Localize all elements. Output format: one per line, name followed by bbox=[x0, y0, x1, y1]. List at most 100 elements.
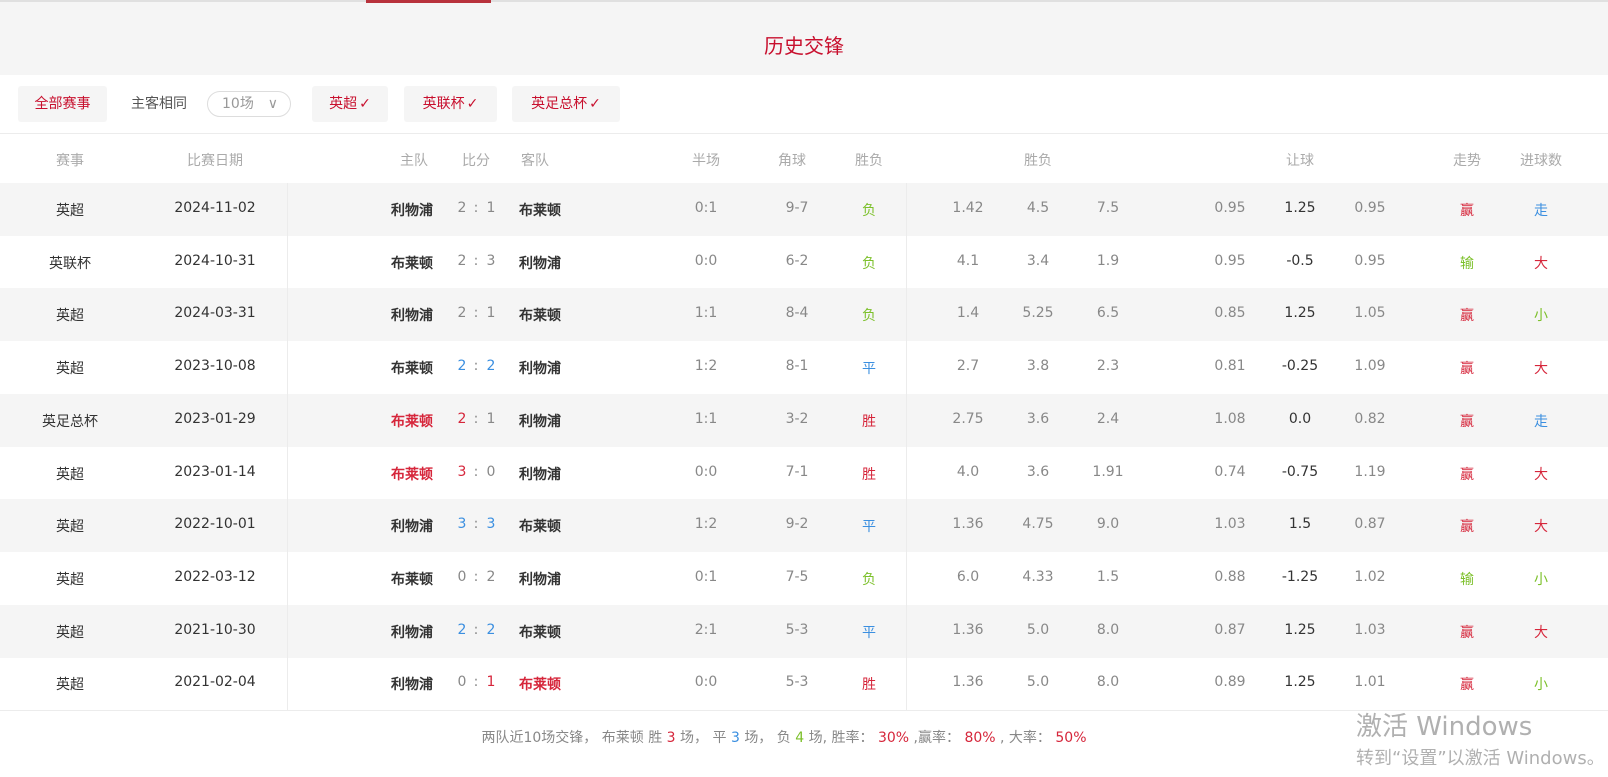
half-time: 0:0 bbox=[694, 463, 718, 480]
home-team: 布莱顿 bbox=[391, 255, 433, 272]
summary-win-rate: 30% bbox=[877, 730, 910, 746]
handicap-away: 0.87 bbox=[1354, 516, 1386, 533]
result: 胜 bbox=[862, 466, 876, 483]
table-row[interactable]: 英超 2024-11-02 利物浦 2:1 布莱顿 0:1 9-7 负 1.42 4.5 7.5 0.… bbox=[0, 183, 1608, 236]
trend: 赢 bbox=[1460, 413, 1474, 430]
date: 2022-03-12 bbox=[174, 568, 256, 585]
summary-text: 场， 负 bbox=[744, 730, 791, 746]
result: 负 bbox=[862, 203, 876, 219]
all-matches-button[interactable]: 全部赛事 bbox=[18, 86, 107, 122]
odds-loss: 1.9 bbox=[1096, 252, 1120, 269]
col-handicap: 让球 bbox=[1286, 153, 1314, 169]
handicap-away: 1.02 bbox=[1354, 568, 1386, 585]
corners: 8-1 bbox=[785, 358, 809, 375]
table-row[interactable]: 英超 2023-01-14 布莱顿 3:0 利物浦 0:0 7-1 胜 4.0 3.6 1.91 0.… bbox=[0, 447, 1608, 500]
odds-draw: 3.6 bbox=[1026, 410, 1050, 427]
corners: 7-5 bbox=[785, 568, 809, 585]
handicap-line: -0.25 bbox=[1281, 358, 1319, 375]
trend: 赢 bbox=[1460, 677, 1474, 694]
away-team: 布莱顿 bbox=[519, 308, 561, 325]
away-score: 3 bbox=[486, 252, 496, 269]
odds-win: 1.4 bbox=[956, 305, 980, 322]
corners: 6-2 bbox=[785, 252, 809, 269]
match-count-select[interactable]: 10场 ∨ bbox=[207, 91, 291, 117]
away-score: 1 bbox=[486, 305, 496, 322]
odds-loss: 6.5 bbox=[1096, 305, 1120, 322]
result: 平 bbox=[862, 519, 876, 536]
col-away: 客队 bbox=[521, 153, 549, 169]
goals: 小 bbox=[1534, 677, 1548, 694]
odds-win: 4.0 bbox=[956, 463, 980, 480]
trend: 赢 bbox=[1460, 519, 1474, 536]
score-colon: : bbox=[473, 305, 479, 322]
goals: 小 bbox=[1534, 571, 1548, 588]
league: 英超 bbox=[56, 571, 84, 588]
handicap-away: 0.82 bbox=[1354, 410, 1386, 427]
trend: 赢 bbox=[1460, 203, 1474, 219]
odds-win: 1.36 bbox=[952, 516, 984, 533]
filter-bar: 全部赛事 主客相同 10场 ∨ 英超 ✓ 英联杯 ✓ 英足总杯 ✓ bbox=[0, 75, 1608, 134]
handicap-line: 1.5 bbox=[1288, 516, 1312, 533]
handicap-away: 1.09 bbox=[1354, 358, 1386, 375]
col-corners: 角球 bbox=[778, 153, 806, 169]
league: 英超 bbox=[56, 624, 84, 641]
column-divider bbox=[906, 183, 907, 710]
summary-cover-rate: 80% bbox=[964, 730, 996, 746]
score-colon: : bbox=[473, 568, 479, 585]
odds-draw: 5.25 bbox=[1022, 305, 1054, 322]
home-team: 利物浦 bbox=[391, 203, 433, 219]
filter-league-epl[interactable]: 英超 ✓ bbox=[312, 86, 388, 122]
home-score: 0 bbox=[457, 568, 467, 585]
col-score: 比分 bbox=[462, 153, 490, 169]
corners: 9-7 bbox=[785, 200, 809, 216]
summary-text: 两队近10场交锋， 布莱顿 胜 bbox=[481, 730, 663, 746]
odds-loss: 2.4 bbox=[1096, 410, 1120, 427]
trend: 输 bbox=[1460, 255, 1474, 272]
table-row[interactable]: 英超 2022-10-01 利物浦 3:3 布莱顿 1:2 9-2 平 1.36 4.75 9.0 1… bbox=[0, 499, 1608, 553]
home-score: 2 bbox=[457, 252, 467, 269]
corners: 5-3 bbox=[785, 674, 809, 691]
trend: 赢 bbox=[1460, 308, 1474, 325]
chevron-down-icon: ∨ bbox=[267, 96, 278, 112]
summary-losses: 4 bbox=[795, 730, 805, 746]
date: 2023-10-08 bbox=[174, 358, 256, 375]
odds-draw: 3.4 bbox=[1026, 252, 1050, 269]
score-colon: : bbox=[473, 358, 479, 375]
odds-draw: 4.5 bbox=[1026, 200, 1050, 216]
table-row[interactable]: 英超 2021-10-30 利物浦 2:2 布莱顿 2:1 5-3 平 1.36 5.0 8.0 0.… bbox=[0, 604, 1608, 658]
odds-draw: 4.33 bbox=[1022, 568, 1054, 585]
summary-text: ,赢率： bbox=[913, 730, 960, 746]
table-row[interactable]: 英超 2021-02-04 利物浦 0:1 布莱顿 0:0 5-3 胜 1.36 5.0 8.0 0.… bbox=[0, 657, 1608, 710]
half-time: 0:0 bbox=[694, 674, 718, 691]
result: 胜 bbox=[862, 413, 876, 430]
score-colon: : bbox=[473, 410, 479, 427]
check-icon: ✓ bbox=[359, 96, 371, 112]
filter-label: 英超 bbox=[329, 96, 358, 112]
table-row[interactable]: 英足总杯 2023-01-29 布莱顿 2:1 利物浦 1:1 3-2 胜 2.75 3.6 2.4… bbox=[0, 393, 1608, 447]
handicap-line: -0.5 bbox=[1286, 252, 1314, 269]
date: 2024-10-31 bbox=[174, 252, 256, 269]
corners: 3-2 bbox=[785, 410, 809, 427]
result: 负 bbox=[862, 308, 876, 325]
table-row[interactable]: 英联杯 2024-10-31 布莱顿 2:3 利物浦 0:0 6-2 负 4.1 3.4 1.9 0.… bbox=[0, 236, 1608, 289]
trend: 输 bbox=[1460, 571, 1474, 588]
table-row[interactable]: 英超 2023-10-08 布莱顿 2:2 利物浦 1:2 8-1 平 2.7 3.8 2.3 0.8… bbox=[0, 341, 1608, 394]
table-row[interactable]: 英超 2024-03-31 利物浦 2:1 布莱顿 1:1 8-4 负 1.4 5.25 6.5 0.… bbox=[0, 288, 1608, 342]
summary-over-rate: 50% bbox=[1055, 730, 1087, 746]
home-team: 布莱顿 bbox=[391, 361, 433, 378]
date: 2024-11-02 bbox=[174, 200, 256, 216]
result: 负 bbox=[862, 571, 876, 588]
table-row[interactable]: 英超 2022-03-12 布莱顿 0:2 利物浦 0:1 7-5 负 6.0 4.33 1.5 0.… bbox=[0, 552, 1608, 605]
away-team: 利物浦 bbox=[519, 255, 561, 272]
home-team: 利物浦 bbox=[391, 519, 433, 536]
odds-win: 2.75 bbox=[952, 410, 984, 427]
handicap-line: 0.0 bbox=[1288, 410, 1312, 427]
filter-league-efl-cup[interactable]: 英联杯 ✓ bbox=[404, 86, 497, 122]
odds-win: 1.36 bbox=[952, 621, 984, 638]
same-home-away-toggle[interactable]: 主客相同 bbox=[131, 96, 187, 112]
home-team: 布莱顿 bbox=[391, 466, 433, 483]
home-score: 0 bbox=[457, 674, 467, 691]
summary-wins: 3 bbox=[666, 730, 676, 746]
handicap-away: 1.05 bbox=[1354, 305, 1386, 322]
filter-league-fa-cup[interactable]: 英足总杯 ✓ bbox=[512, 86, 620, 122]
